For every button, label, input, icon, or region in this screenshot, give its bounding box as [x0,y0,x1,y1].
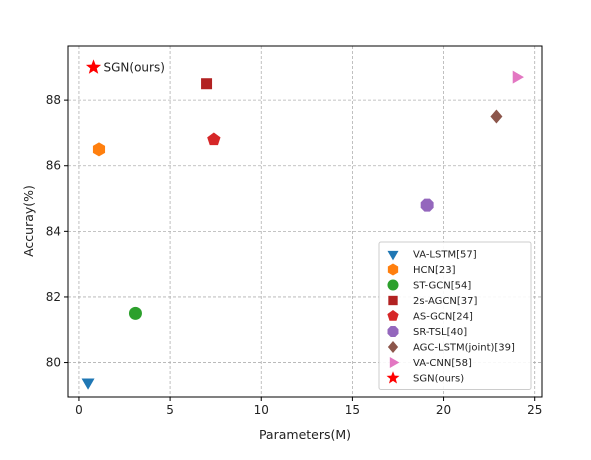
point-2s-agcn-37 [201,78,213,90]
x-tick-label: 15 [345,403,360,417]
legend-label: HCN[23] [413,265,456,276]
legend-marker [387,310,399,321]
legend-box [378,241,532,390]
legend-marker [389,356,400,369]
point-va-cnn-58 [512,70,524,84]
legend: VA-LSTM[57] HCN[23] ST-GCN[54] 2s-AGCN[37] A… [378,241,532,390]
point-agc-lstm-joint-39 [490,109,503,124]
legend-marker [387,263,399,276]
legend-label: 2s-AGCN[37] [413,296,477,307]
y-tick-label: 82 [46,290,61,304]
point-hcn-23 [92,142,106,157]
legend-label: VA-LSTM[57] [413,250,477,261]
y-tick-label: 84 [46,224,61,238]
legend-marker [387,250,399,261]
y-tick-label: 80 [46,356,61,370]
data-points [81,59,524,390]
x-tick-label: 5 [166,403,174,417]
x-tick-label: 10 [254,403,269,417]
point-st-gcn-54 [128,306,142,320]
legend-label: VA-CNN[58] [413,358,472,369]
point-as-gcn-24 [207,132,221,146]
y-tick-label: 88 [46,93,61,107]
legend-label: SGN(ours) [413,374,464,385]
legend-marker [388,295,398,306]
x-tick-label: 20 [436,403,451,417]
x-tick-label: 0 [75,403,83,417]
legend-marker [387,341,399,353]
point-annotation: SGN(ours) [104,60,165,74]
x-axis-label: Parameters(M) [259,427,351,442]
legend-marker [387,279,399,291]
y-axis-label: Accuray(%) [21,185,36,257]
legend-marker [387,326,399,337]
plot-frame [67,45,543,398]
x-tick-label: 25 [527,403,542,417]
legend-label: ST-GCN[54] [413,281,471,292]
point-va-lstm-57 [81,378,95,390]
legend-label: AS-GCN[24] [413,312,473,323]
legend-label: AGC-LSTM(joint)[39] [413,343,515,354]
annotations: SGN(ours) [104,60,165,74]
axis-ticks: 0 5 10 15 20 25 80 82 84 86 88 [46,93,543,417]
legend-label: SR-TSL[40] [413,327,467,338]
point-sgn-ours [85,59,102,74]
point-sr-tsl-40 [420,198,434,212]
y-tick-label: 86 [46,159,61,173]
legend-marker [386,371,400,384]
